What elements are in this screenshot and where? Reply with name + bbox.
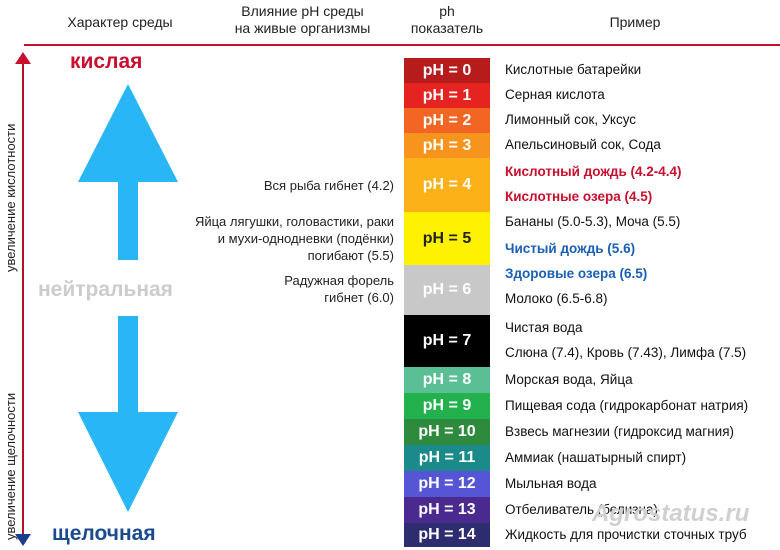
ph-block-10: pH = 10 — [404, 419, 490, 445]
example-item: Апельсиновый сок, Сода — [505, 137, 661, 152]
effect-ph6-line1: Радужная форель — [284, 273, 394, 288]
example-item: Бананы (5.0-5.3), Моча (5.5) — [505, 214, 681, 229]
example-item: Чистый дождь (5.6) — [505, 241, 636, 256]
header-ph-line1: ph — [439, 3, 455, 19]
header-divider — [24, 44, 780, 46]
example-item: Пищевая сода (гидрокарбонат натрия) — [505, 398, 749, 413]
effect-ph5: Яйца лягушки, головастики, раки и мухи-о… — [195, 213, 394, 264]
example-item: Мыльная вода — [505, 476, 597, 491]
axis-label-alkalinity: увеличение щелочности — [3, 392, 18, 540]
ph-block-12: pH = 12 — [404, 471, 490, 497]
ph-block-6: pH = 6 — [404, 265, 490, 315]
example-item: Кислотные озера (4.5) — [505, 189, 653, 204]
header-effect-line2: на живые организмы — [234, 20, 371, 36]
ph-block-11: pH = 11 — [404, 445, 490, 471]
effect-ph5-line2: и мухи-однодневки (подёнки) — [217, 231, 394, 246]
example-item: Слюна (7.4), Кровь (7.43), Лимфа (7.5) — [505, 345, 747, 360]
ph-block-4: pH = 4 — [404, 158, 490, 212]
ph-block-1: pH = 1 — [404, 83, 490, 108]
effect-ph5-line1: Яйца лягушки, головастики, раки — [194, 214, 394, 229]
ph-block-7: pH = 7 — [404, 315, 490, 367]
header-effect-line1: Влияние pH среды — [241, 3, 364, 19]
example-item: Здоровые озера (6.5) — [505, 266, 648, 281]
header-effect: Влияние pH среды на живые организмы — [210, 3, 395, 37]
ph-block-13: pH = 13 — [404, 497, 490, 523]
arrow-up-icon — [78, 84, 178, 260]
arrow-down-icon — [78, 316, 178, 512]
ph-block-5: pH = 5 — [404, 212, 490, 265]
ph-block-2: pH = 2 — [404, 108, 490, 133]
ph-block-9: pH = 9 — [404, 393, 490, 419]
example-item: Морская вода, Яйца — [505, 372, 633, 387]
label-neutral: нейтральная — [38, 278, 173, 301]
effect-ph6: Радужная форель гибнет (6.0) — [284, 272, 394, 306]
header-ph: ph показатель — [397, 3, 497, 37]
label-alkaline: щелочная — [52, 522, 156, 545]
axis-arrow-up-icon — [15, 52, 31, 64]
header-character: Характер среды — [67, 14, 173, 30]
header-ph-line2: показатель — [410, 20, 484, 36]
effect-ph6-line2: гибнет (6.0) — [324, 290, 394, 305]
axis-label-acidity: увеличение кислотности — [3, 123, 18, 272]
label-acidic: кислая — [70, 50, 143, 73]
header-example: Пример — [609, 14, 661, 30]
example-item: Кислотный дождь (4.2-4.4) — [505, 164, 682, 179]
example-item: Серная кислота — [505, 87, 605, 102]
example-item: Аммиак (нашатырный спирт) — [505, 450, 687, 465]
ph-block-8: pH = 8 — [404, 367, 490, 393]
example-item: Жидкость для прочистки сточных труб — [505, 527, 747, 542]
ph-block-3: pH = 3 — [404, 133, 490, 158]
scale-axis — [22, 58, 24, 542]
ph-block-14: pH = 14 — [404, 523, 490, 547]
example-item: Взвесь магнезии (гидроксид магния) — [505, 424, 735, 439]
example-item: Лимонный сок, Уксус — [505, 112, 637, 127]
axis-arrow-down-icon — [15, 534, 31, 546]
ph-block-0: pH = 0 — [404, 58, 490, 83]
effect-ph5-line3: погибают (5.5) — [307, 248, 394, 263]
example-item: Кислотные батарейки — [505, 62, 642, 77]
example-item: Чистая вода — [505, 320, 583, 335]
example-item: Молоко (6.5-6.8) — [505, 291, 608, 306]
example-item: Отбеливатель (белизна) — [505, 502, 658, 517]
watermark: Agrostatus.ru — [592, 500, 750, 527]
effect-ph4: Вся рыба гибнет (4.2) — [263, 178, 394, 193]
